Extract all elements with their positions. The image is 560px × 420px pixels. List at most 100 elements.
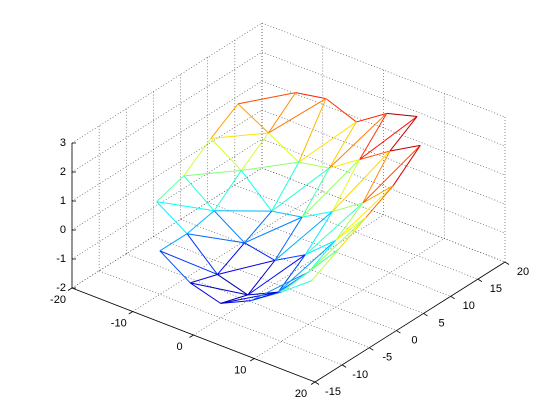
- mesh-edge: [217, 242, 245, 275]
- mesh-edge: [217, 274, 249, 296]
- mesh-edge: [190, 273, 218, 284]
- x-tick-label: -20: [50, 294, 66, 306]
- mesh-edge: [268, 132, 300, 163]
- mesh-edge: [183, 138, 212, 177]
- mesh-edge: [362, 185, 394, 204]
- mesh-edge: [335, 185, 394, 241]
- mesh-edge: [325, 98, 357, 123]
- y-tick-label: -10: [352, 369, 368, 381]
- mesh-edge: [359, 150, 391, 161]
- mesh-edge: [240, 132, 269, 171]
- mesh-edge: [308, 240, 337, 273]
- y-tick: [504, 261, 510, 265]
- mesh-edge: [220, 294, 248, 304]
- mesh-edge: [362, 150, 391, 204]
- mesh-edge: [250, 271, 309, 302]
- mesh-edge: [281, 280, 312, 293]
- mesh-edge: [220, 300, 252, 304]
- mesh-edge: [268, 92, 297, 134]
- mesh-edge: [186, 233, 218, 275]
- y-tick: [477, 278, 483, 282]
- mesh-edge: [241, 161, 299, 171]
- mesh-edge: [301, 159, 360, 218]
- mesh-edge: [332, 159, 361, 212]
- mesh-edge: [217, 259, 276, 275]
- mesh-edge: [332, 150, 391, 212]
- mesh-edge: [244, 242, 276, 261]
- mesh-edge: [210, 138, 242, 171]
- mesh-edge: [304, 211, 333, 255]
- mesh-edge: [356, 112, 387, 123]
- mesh-edge: [274, 254, 306, 261]
- mesh-edge: [386, 112, 418, 117]
- mesh-edge: [328, 113, 388, 169]
- mesh-edge: [271, 161, 300, 212]
- y-tick-label: -5: [382, 352, 392, 364]
- mesh-edge: [389, 144, 421, 152]
- mesh-edge: [392, 145, 421, 186]
- mesh-edge: [304, 202, 364, 256]
- mesh-edge: [301, 167, 330, 218]
- x-tick: [128, 311, 133, 315]
- mesh-edge: [244, 210, 273, 244]
- y-tick-label: 20: [517, 266, 529, 278]
- mesh-edge: [328, 121, 357, 169]
- y-tick-label: 15: [490, 283, 502, 295]
- mesh-edge: [298, 161, 330, 169]
- mesh-edge: [305, 239, 336, 256]
- mesh-edge: [156, 201, 188, 235]
- grid-line: [99, 270, 343, 366]
- mesh-edge: [277, 239, 337, 293]
- x-tick-label: 0: [176, 341, 182, 353]
- mesh-edge: [338, 216, 367, 250]
- mesh-edge: [250, 291, 279, 302]
- mesh-edge: [210, 132, 269, 139]
- mesh-edge: [189, 282, 221, 304]
- mesh-edge: [281, 248, 340, 293]
- mesh-edge: [298, 98, 327, 163]
- mesh-edge: [329, 159, 360, 169]
- y-axis: [314, 261, 506, 383]
- y-tick: [396, 330, 401, 334]
- y-tick-label: 5: [439, 317, 445, 329]
- mesh-edge: [359, 116, 418, 160]
- y-tick-label: 0: [411, 334, 417, 346]
- mesh-edge: [183, 175, 215, 212]
- y-tick: [341, 364, 347, 368]
- mesh-edge: [365, 185, 394, 218]
- mesh-edge: [274, 211, 333, 261]
- y-tick-label: -15: [325, 386, 341, 398]
- mesh-edge: [301, 210, 333, 218]
- mesh-edge: [271, 210, 303, 218]
- mesh-edge: [335, 202, 364, 241]
- grid-line: [180, 219, 424, 314]
- x-tick-label: 20: [295, 388, 307, 400]
- mesh-edge: [210, 103, 239, 139]
- mesh-edge: [295, 92, 327, 100]
- grid-line: [71, 51, 263, 173]
- mesh-edge: [186, 210, 215, 235]
- mesh-edge: [335, 216, 367, 241]
- y-tick: [314, 381, 320, 385]
- mesh-edge: [156, 175, 185, 203]
- mesh-edge: [213, 170, 242, 212]
- grid-line: [71, 80, 263, 202]
- y-tick: [369, 347, 374, 351]
- z-tick-label: -2: [56, 282, 66, 294]
- x-tick: [67, 287, 73, 291]
- mesh-edge: [332, 202, 363, 212]
- x-tick-label: -10: [111, 317, 127, 329]
- mesh-edge: [183, 169, 242, 177]
- mesh-edge: [247, 260, 276, 296]
- grid-line: [71, 22, 263, 144]
- y-tick-label: 10: [463, 300, 475, 312]
- mesh-edge: [268, 98, 327, 134]
- mesh-edge: [156, 201, 215, 212]
- mesh-edge: [240, 170, 273, 212]
- mesh-edge: [159, 250, 191, 284]
- mesh-edge: [274, 216, 303, 261]
- z-tick-label: 2: [60, 166, 66, 178]
- z-tick-label: 3: [60, 137, 66, 149]
